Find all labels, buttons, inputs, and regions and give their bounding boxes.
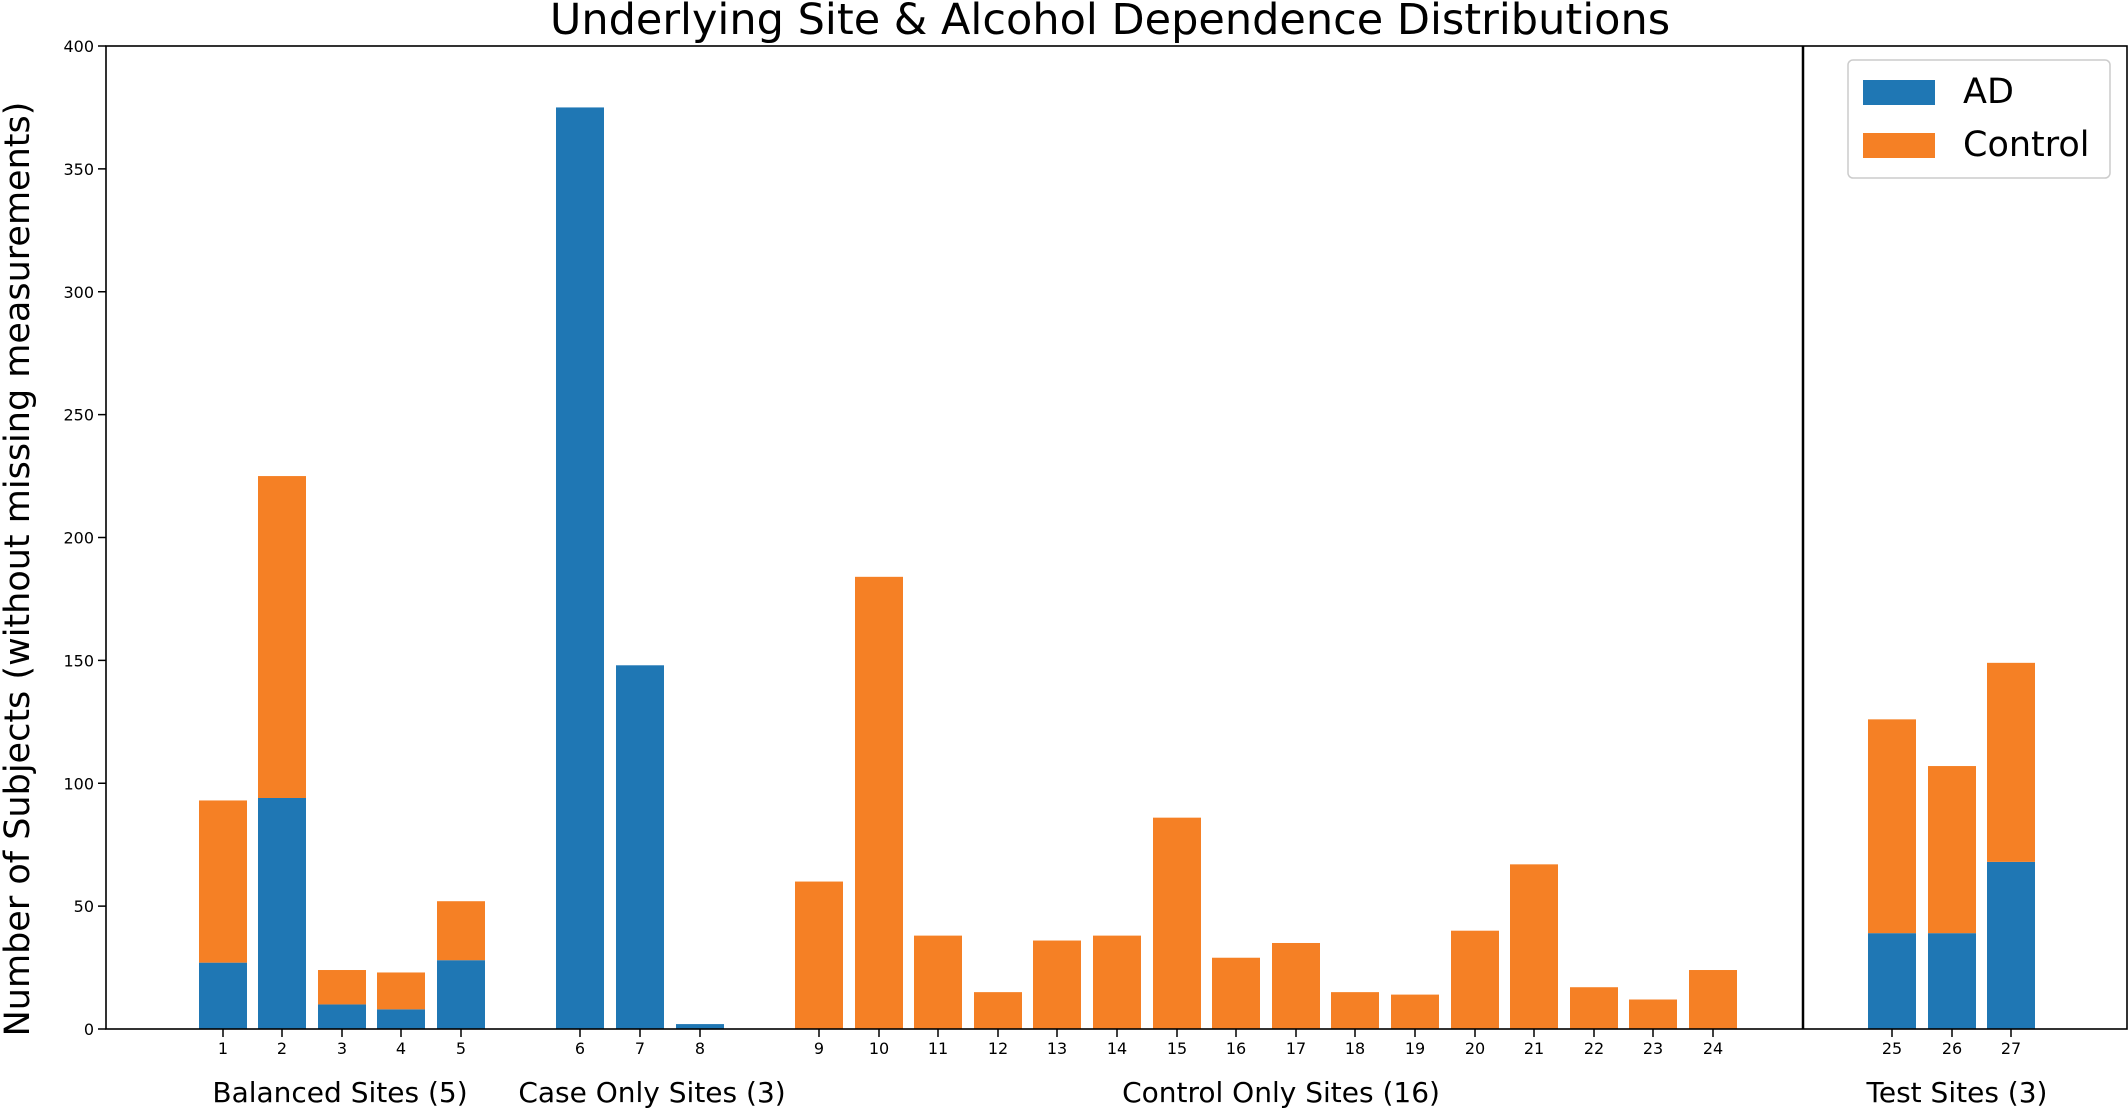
y-tick-label: 50: [74, 897, 94, 916]
x-tick-label: 1: [218, 1039, 228, 1058]
x-tick-label: 19: [1405, 1039, 1425, 1058]
x-tick-label: 11: [928, 1039, 948, 1058]
x-tick-label: 24: [1703, 1039, 1723, 1058]
group-label: Test Sites (3): [1866, 1076, 2048, 1109]
legend-swatch-ad: [1863, 80, 1935, 105]
legend-label-control: Control: [1963, 125, 2090, 165]
bar-ad-site-8: [676, 1024, 724, 1029]
x-tick-label: 9: [814, 1039, 824, 1058]
bar-ad-site-7: [616, 665, 664, 1029]
y-axis-label: Number of Subjects (without missing meas…: [0, 102, 38, 1037]
group-label: Balanced Sites (5): [212, 1076, 467, 1109]
bar-control-site-12: [974, 992, 1022, 1029]
bar-ad-site-3: [318, 1004, 366, 1029]
y-tick-label: 300: [63, 283, 94, 302]
x-tick-label: 16: [1226, 1039, 1246, 1058]
x-tick-label: 8: [695, 1039, 705, 1058]
bar-control-site-13: [1033, 940, 1081, 1029]
group-labels: Balanced Sites (5) Case Only Sites (3) Con…: [212, 1076, 2047, 1109]
bar-control-site-24: [1689, 970, 1737, 1029]
x-tick-label: 27: [2001, 1039, 2021, 1058]
bar-control-site-23: [1629, 999, 1677, 1029]
bar-ad-site-27: [1987, 861, 2035, 1029]
x-tick-label: 15: [1167, 1039, 1187, 1058]
x-tick-label: 4: [396, 1039, 406, 1058]
bar-control-site-19: [1391, 994, 1439, 1029]
legend-swatch-control: [1863, 133, 1935, 158]
bar-control-site-15: [1153, 817, 1201, 1029]
plot-frame: [105, 45, 2128, 1030]
group-label: Control Only Sites (16): [1122, 1076, 1440, 1109]
bar-control-site-27: [1987, 662, 2035, 862]
y-axis: 0 50 100 150 200 250 300 350 400: [63, 37, 106, 1039]
bar-ad-site-26: [1928, 933, 1976, 1029]
bar-control-site-1: [199, 800, 247, 963]
bar-control-site-26: [1928, 766, 1976, 934]
bar-ad-site-6: [556, 107, 604, 1029]
x-tick-label: 7: [635, 1039, 645, 1058]
x-tick-label: 23: [1643, 1039, 1663, 1058]
x-tick-label: 12: [988, 1039, 1008, 1058]
bar-ad-site-1: [199, 962, 247, 1029]
x-tick-label: 10: [869, 1039, 889, 1058]
x-tick-label: 21: [1524, 1039, 1544, 1058]
x-tick-label: 26: [1942, 1039, 1962, 1058]
y-tick-label: 0: [84, 1020, 94, 1039]
bar-control-site-16: [1212, 957, 1260, 1029]
x-tick-label: 3: [337, 1039, 347, 1058]
x-tick-label: 2: [277, 1039, 287, 1058]
bar-control-site-9: [795, 881, 843, 1029]
bar-control-site-3: [318, 970, 366, 1005]
bar-control-site-18: [1331, 992, 1379, 1029]
bar-control-site-25: [1868, 719, 1916, 934]
x-tick-label: 18: [1345, 1039, 1365, 1058]
bar-control-site-4: [377, 972, 425, 1010]
bar-ad-site-5: [437, 960, 485, 1029]
x-tick-label: 13: [1047, 1039, 1067, 1058]
x-tick-label: 6: [575, 1039, 585, 1058]
bar-ad-site-25: [1868, 933, 1916, 1029]
bar-control-site-17: [1272, 942, 1320, 1029]
bar-control-site-5: [437, 901, 485, 961]
x-tick-label: 5: [456, 1039, 466, 1058]
plot-area: [105, 45, 2128, 1030]
y-tick-label: 400: [63, 37, 94, 56]
x-tick-label: 22: [1584, 1039, 1604, 1058]
y-tick-label: 150: [63, 651, 94, 670]
y-tick-label: 100: [63, 774, 94, 793]
y-tick-label: 350: [63, 160, 94, 179]
x-tick-label: 14: [1107, 1039, 1127, 1058]
y-tick-label: 250: [63, 406, 94, 425]
bar-control-site-20: [1451, 930, 1499, 1029]
bar-control-site-11: [914, 935, 962, 1029]
legend-label-ad: AD: [1963, 72, 2014, 112]
chart-title: Underlying Site & Alcohol Dependence Dis…: [550, 0, 1670, 45]
bar-ad-site-4: [377, 1009, 425, 1029]
x-axis: 1 2 3 4 5 6 7 8 9 10 11 12 13 14 15 16 17 18 19 20 21 22 23 24 2…: [218, 1029, 2021, 1058]
x-tick-label: 20: [1465, 1039, 1485, 1058]
bar-control-site-10: [855, 576, 903, 1029]
x-tick-label: 25: [1882, 1039, 1902, 1058]
bar-control-site-21: [1510, 864, 1558, 1029]
group-label: Case Only Sites (3): [518, 1076, 785, 1109]
y-tick-label: 200: [63, 529, 94, 548]
bar-control-site-14: [1093, 935, 1141, 1029]
bar-control-site-2: [258, 476, 306, 798]
x-tick-label: 17: [1286, 1039, 1306, 1058]
bar-ad-site-2: [258, 797, 306, 1029]
legend: AD Control: [1847, 59, 2111, 179]
bar-control-site-22: [1570, 987, 1618, 1029]
